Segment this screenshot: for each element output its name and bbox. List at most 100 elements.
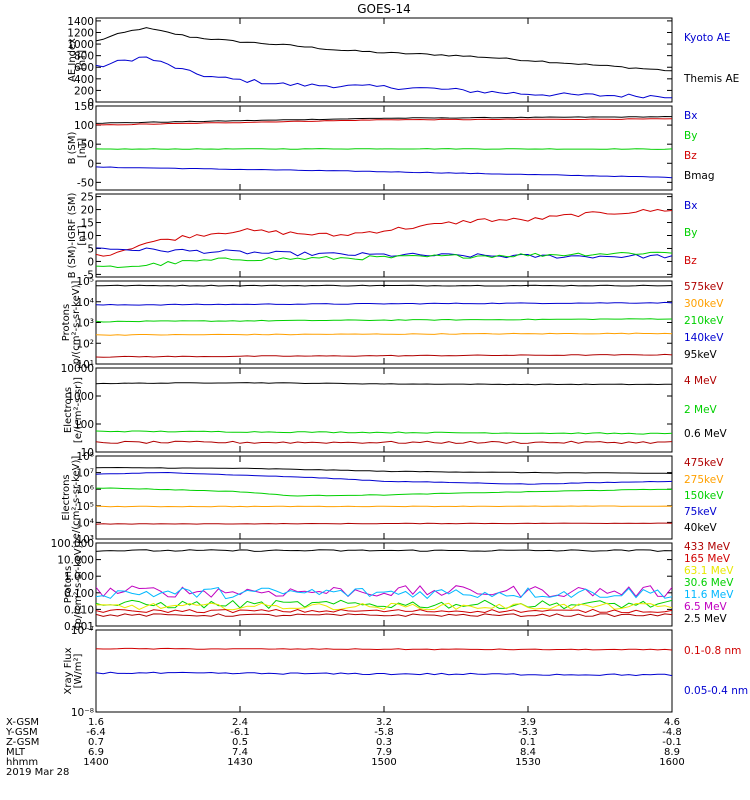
panel-frame xyxy=(95,367,673,453)
y-axis-label-line: B (SM) xyxy=(67,131,78,164)
panel-2: -50 0 50 100 150 B (SM) [nT] Bx By Bz Bmag xyxy=(67,101,715,191)
legend-entry: 575keV xyxy=(684,281,724,293)
legend-entry: Bz xyxy=(684,255,697,267)
y-axis-label-line: AE Index xyxy=(67,38,78,82)
x-row-label: hhmm xyxy=(6,757,38,768)
legend-entry: 30.6 MeV xyxy=(684,577,734,589)
y-tick-label: 10 xyxy=(81,447,94,459)
series-575kev xyxy=(96,353,672,358)
series-0-6-mev xyxy=(96,382,672,386)
x-row-label: X-GSM xyxy=(6,717,39,728)
y-tick-label: 10³ xyxy=(76,318,94,330)
panel-frame xyxy=(95,17,673,103)
y-axis-label-line: p/(cm²-s-sr-keV)] xyxy=(71,281,82,365)
series-bmag xyxy=(96,115,672,124)
series-95kev xyxy=(96,284,672,287)
y-axis-label: Xray Flux [W/m²] xyxy=(63,647,84,694)
y-tick-label: 10.000 xyxy=(57,555,94,567)
legend-entry: By xyxy=(684,227,697,239)
panel-frame xyxy=(95,629,673,713)
x-row-value: 1.6 xyxy=(88,717,104,728)
legend-entry: 0.05-0.4 nm xyxy=(684,685,748,697)
legend-entry: 40keV xyxy=(684,522,718,534)
series-6-5-mev xyxy=(96,585,672,598)
panel-frame xyxy=(95,280,673,365)
x-row-label: Z-GSM xyxy=(6,737,39,748)
y-axis-label-line: e/(cm²-s-sr-keV)] xyxy=(71,456,82,540)
x-row-value: 7.4 xyxy=(232,747,248,758)
series-4-mev xyxy=(96,440,672,445)
legend-entry: 0.1-0.8 nm xyxy=(684,645,741,657)
y-axis-label-line: Protons xyxy=(63,566,74,603)
series-0-1-0-8-nm xyxy=(96,647,672,651)
y-axis-label-line: [nT] xyxy=(77,50,88,70)
y-tick-label: 10¹ xyxy=(76,359,94,371)
y-axis-label: AE Index [nT] xyxy=(67,38,88,82)
series-30-6-mev xyxy=(96,599,672,610)
y-tick-label: 400 xyxy=(74,74,94,86)
y-axis-label-line: Electrons xyxy=(63,387,74,433)
y-tick-label: 10⁴ xyxy=(76,297,94,309)
x-row-label: MLT xyxy=(6,747,26,758)
y-tick-label: 10⁵ xyxy=(76,276,94,288)
y-tick-label: 10 xyxy=(81,231,94,243)
series-themis-ae xyxy=(96,27,672,72)
y-axis-label-line: [p/(cm²-s-sr-keV)] xyxy=(73,541,84,629)
series-475kev xyxy=(96,522,672,525)
x-row-value: 1600 xyxy=(659,757,684,768)
y-axis-label: Protons [p/(cm²-s-sr-keV)] xyxy=(63,541,84,629)
panel-frame xyxy=(95,542,673,627)
series-bx xyxy=(96,166,672,179)
x-row-value: -6.1 xyxy=(230,727,250,738)
series-bz xyxy=(96,118,672,126)
legend-entry: 300keV xyxy=(684,298,724,310)
y-tick-label: 10³ xyxy=(76,534,94,546)
y-tick-label: 1000 xyxy=(67,391,94,403)
x-row-value: 6.9 xyxy=(88,747,104,758)
y-tick-label: 800 xyxy=(74,51,94,63)
y-tick-label: 1200 xyxy=(67,27,94,39)
series-bz xyxy=(96,208,672,257)
y-tick-label: 10⁻⁷ xyxy=(71,625,94,637)
y-axis-label-line: Electrons xyxy=(61,474,72,520)
chart-title: GOES-14 xyxy=(357,2,411,16)
y-tick-label: 100.000 xyxy=(51,538,94,550)
x-row-value: -6.4 xyxy=(86,727,106,738)
x-row-value: 1430 xyxy=(227,757,252,768)
legend-entry: Bx xyxy=(684,110,697,122)
series-0-05-0-4-nm xyxy=(96,671,672,677)
x-row-value: 0.5 xyxy=(232,737,248,748)
y-tick-label: 10000 xyxy=(61,363,94,375)
legend-entry: By xyxy=(684,130,697,142)
y-tick-label: 10² xyxy=(76,338,94,350)
legend-entry: 275keV xyxy=(684,474,724,486)
y-tick-label: 5 xyxy=(87,243,94,255)
x-row-value: -5.3 xyxy=(518,727,538,738)
y-tick-label: 25 xyxy=(81,192,94,204)
legend-entry: Themis AE xyxy=(683,73,739,85)
x-row-value: 3.2 xyxy=(376,717,392,728)
y-axis-label-line: [nT] xyxy=(77,225,88,245)
series-2-5-mev xyxy=(96,549,672,552)
series-210kev xyxy=(96,318,672,323)
y-tick-label: 100 xyxy=(74,419,94,431)
y-tick-label: 200 xyxy=(74,85,94,97)
y-tick-label: 600 xyxy=(74,62,94,74)
legend-entry: 2.5 MeV xyxy=(684,613,728,625)
x-row-value: 8.4 xyxy=(520,747,536,758)
series-140kev xyxy=(96,301,672,306)
panel-8: 10⁻⁸ 10⁻⁷ Xray Flux [W/m²] 0.1-0.8 nm 0.05-0.… xyxy=(63,625,748,719)
series-by xyxy=(96,148,672,150)
x-row-value: 0.7 xyxy=(88,737,104,748)
legend-entry: 475keV xyxy=(684,457,724,469)
legend-entry: 11.6 MeV xyxy=(684,589,734,601)
y-tick-label: 10⁻⁸ xyxy=(71,707,94,719)
series-2-mev xyxy=(96,430,672,435)
y-axis-label-line: Xray Flux xyxy=(63,647,74,694)
legend-entry: Bmag xyxy=(684,170,715,182)
y-axis-label: Protons p/(cm²-s-sr-keV)] xyxy=(61,281,82,365)
legend-entry: 0.6 MeV xyxy=(684,428,728,440)
y-tick-label: 10⁷ xyxy=(76,468,94,480)
